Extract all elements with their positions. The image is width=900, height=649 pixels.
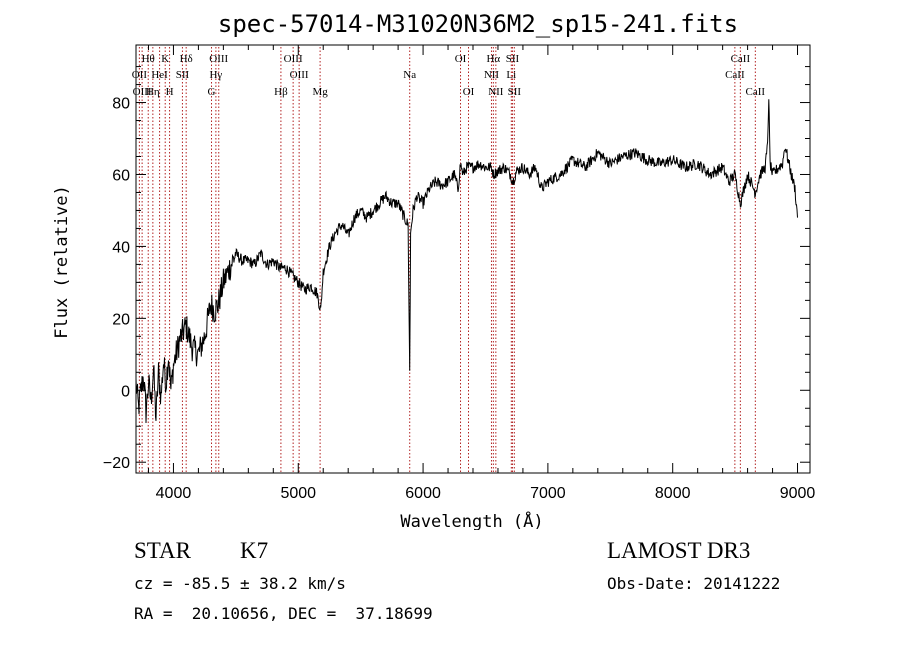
spectral-line-markers bbox=[138, 47, 756, 473]
spectrum-series bbox=[135, 99, 798, 424]
line-label-18: OI bbox=[463, 86, 475, 98]
line-label-7: H bbox=[166, 86, 174, 98]
class-label: STAR bbox=[134, 538, 191, 563]
line-label-26: CaII bbox=[725, 69, 745, 81]
line-label-4: HeI bbox=[151, 69, 168, 81]
line-label-16: Na bbox=[403, 69, 416, 81]
line-label-5: Hη bbox=[146, 86, 160, 98]
line-label-12: OIII bbox=[284, 53, 303, 65]
subclass-label: K7 bbox=[240, 538, 269, 563]
y-tick-label-4: 60 bbox=[112, 167, 130, 184]
y-tick-label-0: −20 bbox=[103, 455, 130, 472]
line-label-1: OII bbox=[132, 69, 148, 81]
line-label-6: SII bbox=[176, 69, 190, 81]
survey-label: LAMOST DR3 bbox=[607, 538, 751, 563]
line-label-10: Hγ bbox=[209, 69, 222, 81]
line-label-21: NII bbox=[484, 69, 500, 81]
plot-axes bbox=[135, 44, 811, 474]
spectrum-chart: spec-57014-M31020N36M2_sp15-241.fits Hθ O… bbox=[52, 10, 816, 530]
line-label-20: SII bbox=[506, 53, 520, 65]
y-axis-label: Flux (relative) bbox=[52, 185, 72, 339]
line-label-13: OIII bbox=[290, 69, 309, 81]
y-tick-label-5: 80 bbox=[112, 96, 130, 113]
line-label-0: Hθ bbox=[142, 53, 155, 65]
chart-title: spec-57014-M31020N36M2_sp15-241.fits bbox=[218, 10, 738, 38]
axis-ticks: 4000 5000 6000 7000 8000 9000 −20 0 20 40 60 80 bbox=[103, 45, 816, 502]
line-label-15: Mg bbox=[312, 86, 328, 98]
line-label-14: Hβ bbox=[274, 86, 288, 98]
line-label-27: CaII bbox=[746, 86, 766, 98]
x-tick-label-0: 4000 bbox=[156, 485, 192, 502]
y-tick-label-1: 0 bbox=[121, 383, 130, 400]
y-tick-label-2: 20 bbox=[112, 311, 130, 328]
line-label-25: CaII bbox=[731, 53, 751, 65]
line-label-24: SII bbox=[508, 86, 522, 98]
line-label-17: OI bbox=[455, 53, 467, 65]
line-label-9: OIII bbox=[209, 53, 228, 65]
line-label-2: OIII bbox=[133, 86, 152, 98]
line-label-19: Hα bbox=[486, 53, 500, 65]
x-axis-label: Wavelength (Å) bbox=[400, 510, 543, 530]
x-tick-label-2: 6000 bbox=[405, 485, 441, 502]
x-tick-label-4: 8000 bbox=[655, 485, 691, 502]
cz-value: cz = -85.5 ± 38.2 km/s bbox=[134, 574, 346, 593]
x-tick-label-5: 9000 bbox=[780, 485, 816, 502]
x-tick-label-3: 7000 bbox=[530, 485, 566, 502]
line-label-23: NII bbox=[488, 86, 504, 98]
line-label-3: K bbox=[161, 53, 169, 65]
coordinates: RA = 20.10656, DEC = 37.18699 bbox=[134, 604, 433, 623]
series-line-0 bbox=[135, 99, 798, 424]
line-label-8: Hδ bbox=[180, 53, 193, 65]
line-label-22: Li bbox=[506, 69, 516, 81]
plot-frame bbox=[135, 44, 811, 474]
line-label-11: G bbox=[208, 86, 216, 98]
y-tick-label-3: 40 bbox=[112, 239, 130, 256]
x-tick-label-1: 5000 bbox=[280, 485, 316, 502]
obs-date: Obs-Date: 20141222 bbox=[607, 574, 781, 593]
